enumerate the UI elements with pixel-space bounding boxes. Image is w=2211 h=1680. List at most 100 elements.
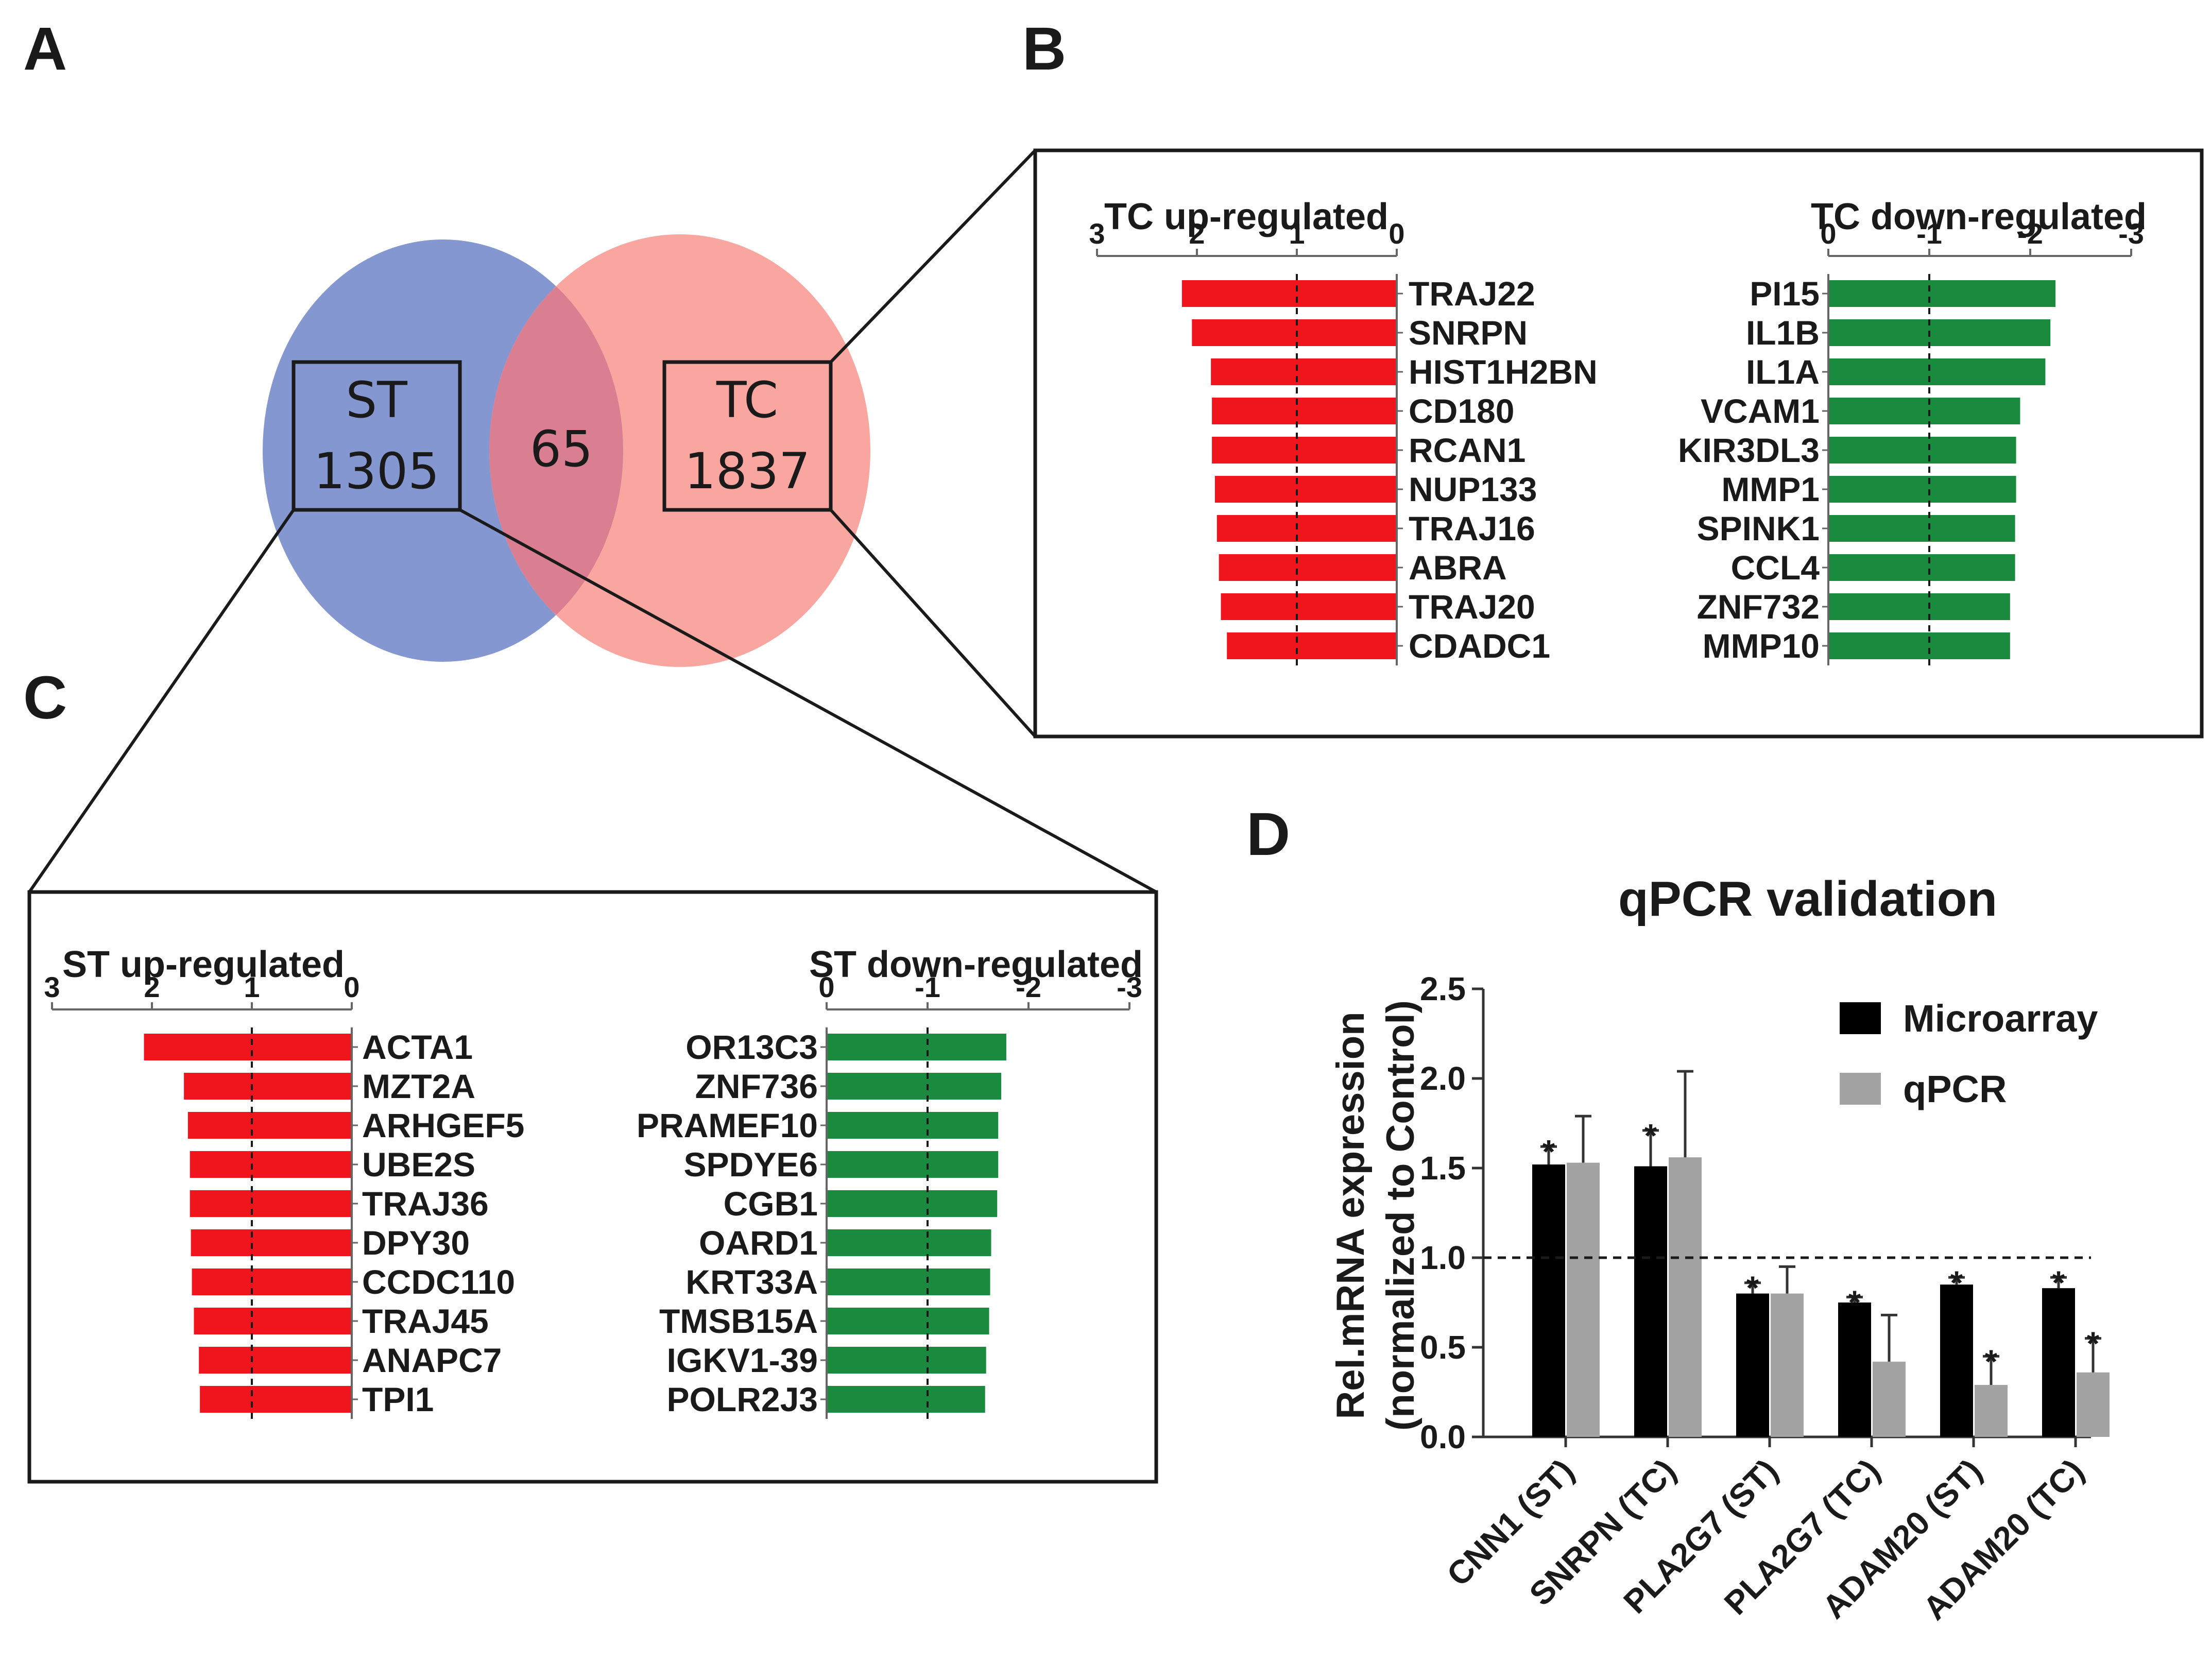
gene-label: MMP1 (1721, 470, 1820, 508)
chart-title: ST up-regulated (62, 944, 345, 985)
gene-label: CCL4 (1731, 548, 1820, 587)
gene-label: MZT2A (362, 1067, 475, 1105)
chart-title: TC down-regulated (1811, 196, 2147, 237)
gene-label: TRAJ36 (362, 1185, 489, 1223)
legend-swatch-qpcr (1840, 1073, 1881, 1105)
chart-st-up-regulated: ST up-regulated 3 2 1 0ACTA1MZT2AARHGEF5UBE… (44, 944, 524, 1419)
bar (827, 1151, 999, 1178)
bar (1828, 632, 2010, 659)
gene-label: PI15 (1750, 275, 1820, 313)
gene-label: TRAJ16 (1409, 509, 1535, 547)
legend-label-qpcr: qPCR (1903, 1068, 2007, 1110)
significance-star: * (2052, 1264, 2065, 1301)
zoom-connectors (28, 149, 1157, 894)
y-tick-label: 1.5 (1420, 1150, 1466, 1187)
venn-diagram: ST 1305 65 TC 1837 (263, 234, 870, 667)
bar (1975, 1385, 2008, 1437)
bar (1181, 280, 1397, 307)
gene-label: MMP10 (1703, 627, 1820, 665)
gene-label: TMSB15A (659, 1302, 818, 1340)
gene-label: NUP133 (1409, 470, 1537, 508)
x-tick-label: 1 (1289, 217, 1305, 250)
venn-st-count: 1305 (314, 442, 439, 500)
panel-letter-a: A (23, 15, 67, 83)
gene-label: ARHGEF5 (362, 1106, 524, 1144)
bar (1828, 476, 2016, 503)
gene-label: IGKV1-39 (667, 1341, 818, 1379)
gene-label: TPI1 (362, 1380, 434, 1418)
bar (187, 1112, 352, 1139)
panel-letter-b: B (1022, 15, 1066, 83)
legend: Microarray qPCR (1840, 997, 2098, 1110)
bar (1532, 1164, 1565, 1437)
gene-label: ANAPC7 (362, 1341, 502, 1379)
venn-st-label: ST (346, 371, 407, 429)
bar (1216, 515, 1397, 542)
significance-star: * (1542, 1133, 1555, 1170)
bar (2077, 1372, 2110, 1437)
gene-label: OR13C3 (685, 1028, 818, 1066)
connector-tc-bottom (829, 508, 1037, 738)
venn-tc-count: 1837 (684, 442, 810, 500)
y-tick-label: 2.0 (1420, 1060, 1466, 1097)
bar (192, 1268, 352, 1295)
bar (1219, 554, 1397, 581)
gene-label: CGB1 (724, 1185, 818, 1223)
bar (199, 1347, 352, 1374)
bar (1771, 1293, 1804, 1437)
gene-label: CDADC1 (1409, 627, 1550, 665)
bar (144, 1034, 352, 1060)
bar (184, 1073, 352, 1100)
bar (827, 1034, 1006, 1060)
connector-st-right (459, 508, 1157, 894)
chart-tc-up-regulated: TC up-regulated 3 2 1 0TRAJ22SNRPNHIST1H2BN… (1089, 196, 1598, 665)
bar (1873, 1361, 1906, 1437)
legend-swatch-microarray (1840, 1002, 1881, 1034)
st-box (292, 360, 462, 512)
gene-label: TRAJ22 (1409, 275, 1535, 313)
bar (1669, 1157, 1702, 1437)
x-tick-label: 0 (1820, 217, 1836, 250)
bar (1221, 593, 1397, 620)
bar (194, 1308, 352, 1334)
bar (190, 1151, 352, 1178)
bar (1828, 593, 2010, 620)
y-tick-label: 0.5 (1420, 1329, 1466, 1366)
y-tick-label: 2.5 (1420, 970, 1466, 1007)
gene-label: PRAMEF10 (637, 1106, 818, 1144)
panel-letter-d: D (1246, 800, 1290, 868)
panel-b-box (1033, 148, 2204, 739)
bar (1828, 358, 2046, 385)
x-tick-label: -2 (2017, 217, 2043, 250)
venn-tc-label: TC (716, 371, 778, 429)
bar (1828, 554, 2015, 581)
x-tick-label: 3 (1089, 217, 1105, 250)
chart-qpcr-validation: qPCR validation Rel.mRNA expression (nor… (1329, 871, 2110, 1627)
gene-label: VCAM1 (1701, 392, 1820, 430)
chart-title: TC up-regulated (1104, 196, 1389, 237)
bar (827, 1386, 985, 1413)
chart-st-down-regulated: ST down-regulated 0 -1 -2 -3 OR13C3ZNF736PRA… (637, 944, 1143, 1419)
bar (827, 1308, 989, 1334)
y-axis-title: Rel.mRNA expression (1329, 1012, 1373, 1419)
bar (1828, 280, 2055, 307)
x-tick-label: -1 (1916, 217, 1942, 250)
venn-overlap-count: 65 (530, 420, 593, 478)
gene-label: IL1A (1746, 353, 1820, 391)
gene-label: UBE2S (362, 1145, 475, 1184)
gene-label: POLR2J3 (667, 1380, 818, 1418)
bar (1828, 515, 2015, 542)
significance-star: * (1746, 1270, 1759, 1307)
bar (827, 1347, 986, 1374)
significance-star: * (1644, 1117, 1657, 1154)
bar (1567, 1162, 1600, 1437)
gene-label: TRAJ20 (1409, 588, 1535, 626)
y-axis-title-2: (normalized to Control) (1379, 1000, 1422, 1431)
bar (1211, 358, 1397, 385)
venn-overlap (489, 286, 623, 615)
gene-label: ABRA (1409, 548, 1507, 587)
bar (827, 1073, 1002, 1100)
gene-label: OARD1 (699, 1224, 818, 1262)
gene-label: CD180 (1409, 392, 1514, 430)
